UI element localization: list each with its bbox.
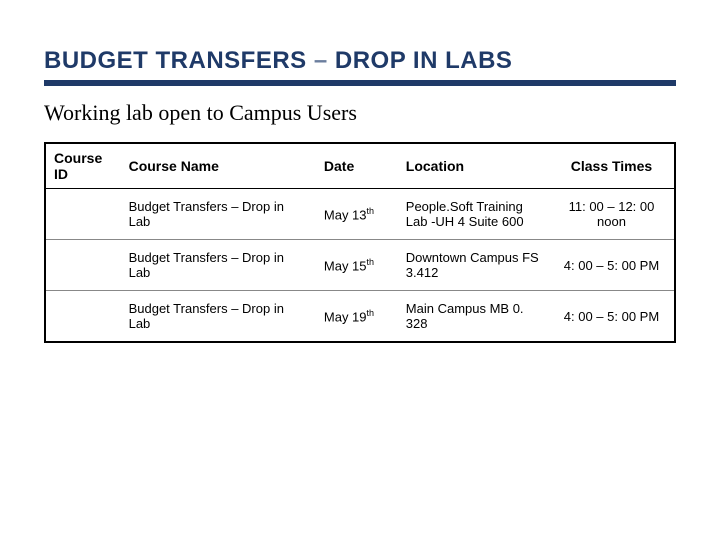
cell-date: May 13th: [316, 189, 398, 240]
table-row: Budget Transfers – Drop in Lab May 15th …: [45, 240, 675, 291]
date-suffix: th: [367, 257, 375, 267]
cell-class-times: 4: 00 – 5: 00 PM: [549, 240, 675, 291]
slide: BUDGET TRANSFERS – DROP IN LABS Working …: [0, 0, 720, 540]
date-suffix: th: [367, 206, 375, 216]
cell-class-times: 11: 00 – 12: 00 noon: [549, 189, 675, 240]
table-row: Budget Transfers – Drop in Lab May 19th …: [45, 291, 675, 343]
date-prefix: May 13: [324, 208, 367, 223]
title-sub: DROP IN LABS: [335, 47, 513, 74]
cell-course-name: Budget Transfers – Drop in Lab: [121, 240, 316, 291]
content-area: BUDGET TRANSFERS – DROP IN LABS Working …: [0, 0, 720, 343]
header-location: Location: [398, 143, 549, 189]
cell-class-times: 4: 00 – 5: 00 PM: [549, 291, 675, 343]
title-main: BUDGET TRANSFERS: [44, 47, 307, 74]
page-title: BUDGET TRANSFERS – DROP IN LABS: [44, 48, 676, 86]
date-prefix: May 19: [324, 310, 367, 325]
table-row: Budget Transfers – Drop in Lab May 13th …: [45, 189, 675, 240]
cell-date: May 19th: [316, 291, 398, 343]
title-dash: –: [307, 47, 335, 74]
cell-course-name: Budget Transfers – Drop in Lab: [121, 189, 316, 240]
header-date: Date: [316, 143, 398, 189]
date-prefix: May 15: [324, 259, 367, 274]
header-course-name: Course Name: [121, 143, 316, 189]
header-course-id: Course ID: [45, 143, 121, 189]
cell-course-name: Budget Transfers – Drop in Lab: [121, 291, 316, 343]
cell-location: People.Soft Training Lab -UH 4 Suite 600: [398, 189, 549, 240]
cell-location: Main Campus MB 0. 328: [398, 291, 549, 343]
cell-course-id: [45, 240, 121, 291]
table-header-row: Course ID Course Name Date Location Clas…: [45, 143, 675, 189]
cell-location: Downtown Campus FS 3.412: [398, 240, 549, 291]
cell-course-id: [45, 291, 121, 343]
subtitle: Working lab open to Campus Users: [44, 100, 676, 126]
date-suffix: th: [367, 308, 375, 318]
schedule-table: Course ID Course Name Date Location Clas…: [44, 142, 676, 343]
cell-course-id: [45, 189, 121, 240]
header-class-times: Class Times: [549, 143, 675, 189]
cell-date: May 15th: [316, 240, 398, 291]
